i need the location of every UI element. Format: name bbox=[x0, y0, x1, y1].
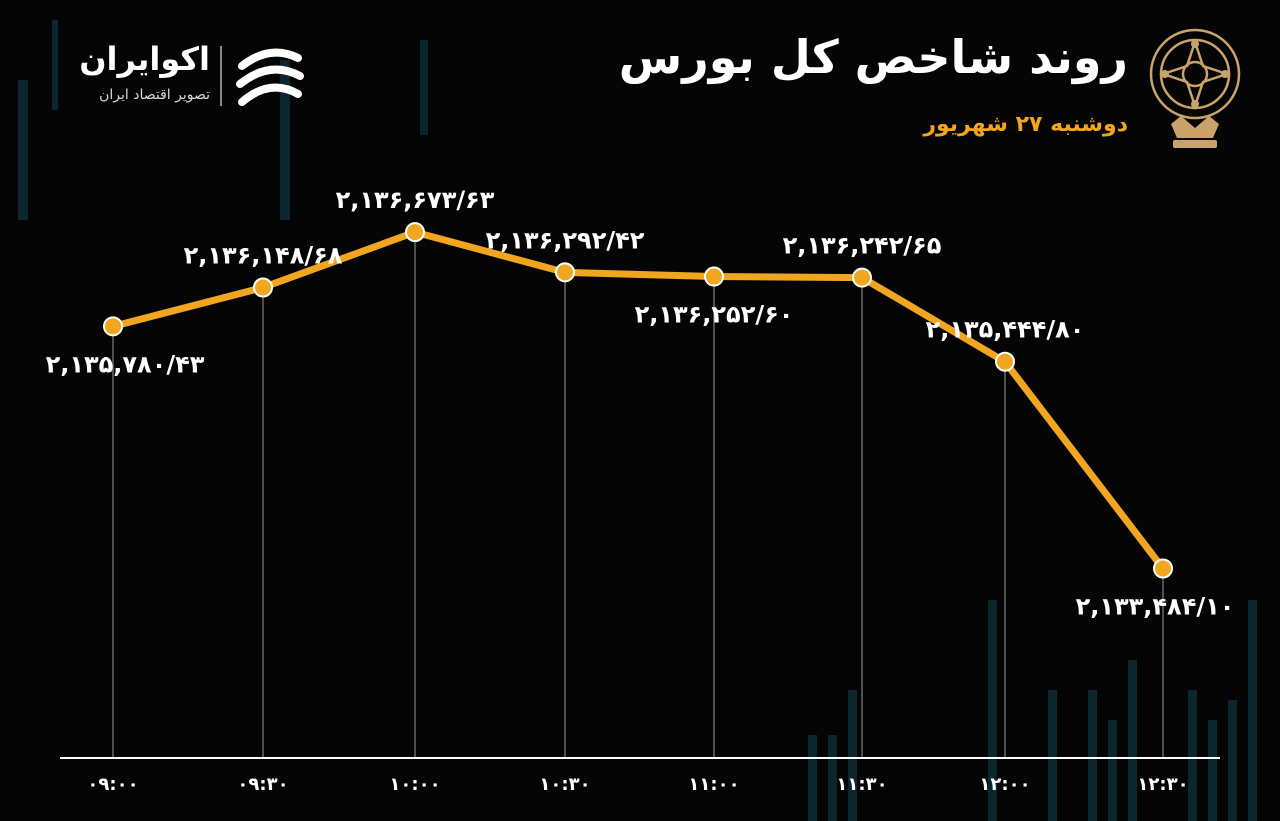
data-point bbox=[103, 316, 123, 337]
chart-subtitle-date: دوشنبه ۲۷ شهریور bbox=[923, 112, 1128, 137]
data-label: ۲,۱۳۶,۲۹۲/۴۲ bbox=[486, 226, 645, 254]
data-label: ۲,۱۳۶,۲۴۲/۶۵ bbox=[783, 232, 942, 260]
data-point bbox=[1153, 558, 1173, 579]
x-tick-label: ۱۲:۳۰ bbox=[1137, 774, 1188, 795]
x-tick-label: ۱۱:۰۰ bbox=[688, 774, 739, 795]
brand-divider bbox=[220, 46, 222, 106]
brand-block: اکوایران تصویر اقتصاد ایران bbox=[50, 40, 320, 120]
data-label: ۲,۱۳۶,۶۷۳/۶۳ bbox=[336, 186, 495, 214]
data-point bbox=[405, 222, 425, 243]
x-tick-label: ۱۱:۳۰ bbox=[836, 774, 887, 795]
tehran-stock-exchange-emblem-icon bbox=[1149, 28, 1241, 148]
index-series-line bbox=[109, 228, 1167, 572]
ecoiran-logo-icon bbox=[236, 48, 304, 106]
data-label: ۲,۱۳۳,۴۸۴/۱۰ bbox=[1076, 592, 1235, 620]
x-tick-label: ۱۲:۰۰ bbox=[979, 774, 1030, 795]
data-point bbox=[852, 267, 872, 288]
x-tick-label: ۱۰:۳۰ bbox=[539, 774, 590, 795]
data-label: ۲,۱۳۵,۷۸۰/۴۳ bbox=[46, 350, 205, 378]
brand-tagline: تصویر اقتصاد ایران bbox=[99, 87, 210, 103]
data-label: ۲,۱۳۶,۲۵۲/۶۰ bbox=[635, 301, 794, 329]
data-point bbox=[995, 351, 1015, 372]
data-label: ۲,۱۳۶,۱۴۸/۶۸ bbox=[184, 242, 343, 270]
chart-title: روند شاخص کل بورس bbox=[618, 30, 1128, 84]
data-label: ۲,۱۳۵,۴۴۴/۸۰ bbox=[926, 316, 1085, 344]
brand-name: اکوایران bbox=[79, 40, 210, 78]
data-point bbox=[704, 266, 724, 287]
x-tick-label: ۰۹:۰۰ bbox=[87, 774, 138, 795]
data-point bbox=[253, 277, 273, 298]
data-point bbox=[555, 262, 575, 283]
x-tick-label: ۰۹:۳۰ bbox=[237, 774, 288, 795]
x-tick-label: ۱۰:۰۰ bbox=[389, 774, 440, 795]
